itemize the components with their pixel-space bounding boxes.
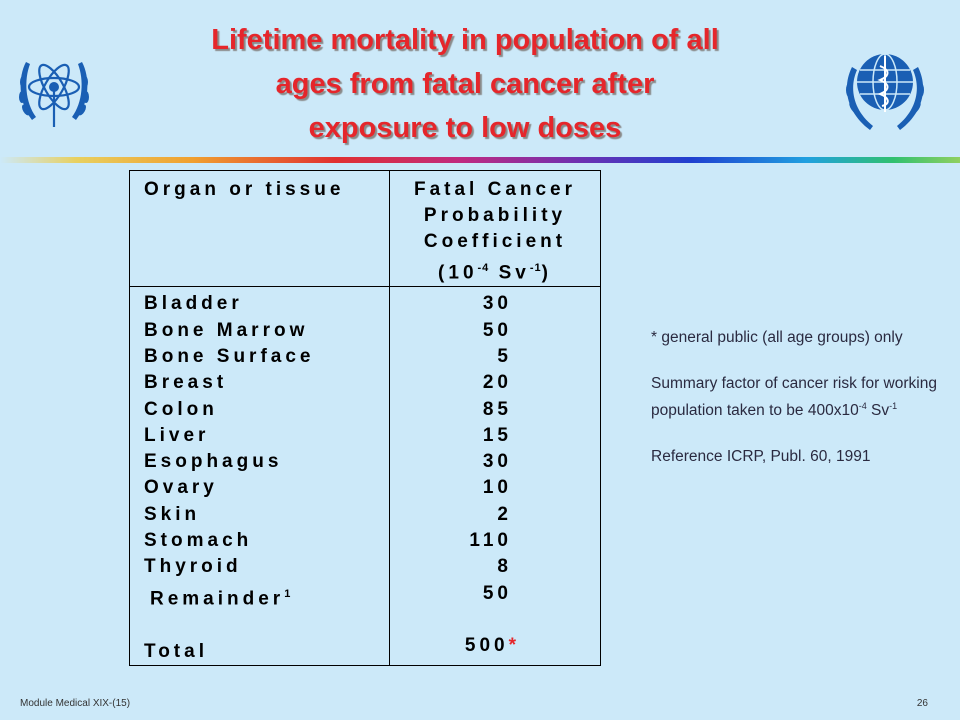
- note-general-public: * general public (all age groups) only: [651, 329, 903, 346]
- mortality-table: Organ or tissue Fatal Cancer Probability…: [129, 170, 601, 666]
- note-exp-2: -1: [889, 401, 898, 411]
- title-line-1: Lifetime mortality in population of all: [211, 24, 719, 56]
- unit-exp-1: -4: [477, 262, 490, 274]
- row-spacer: [390, 607, 600, 633]
- footer-page-number: 26: [916, 698, 928, 709]
- coefficient-value: 8: [497, 556, 512, 578]
- organ-name: Bladder: [144, 293, 243, 315]
- slide-title: Lifetime mortality in population of all …: [150, 18, 780, 150]
- organ-name: Colon: [144, 398, 218, 420]
- footer-module-label: Module Medical XIX-(15): [20, 698, 131, 709]
- coefficient-value: 10: [482, 477, 512, 499]
- total-label: Total: [144, 640, 208, 662]
- organ-name: Breast: [144, 372, 228, 394]
- value-column: 30 50 5 20 85 15 30 10 2 110 8 50 500*: [390, 287, 601, 665]
- unit-mid: Sv: [489, 262, 530, 284]
- organ-name: Thyroid: [144, 556, 242, 578]
- organ-name: Esophagus: [144, 451, 283, 473]
- header-organ-cell: Organ or tissue: [129, 170, 390, 288]
- organ-name: Stomach: [144, 530, 253, 551]
- side-notes: * general public (all age groups) only S…: [651, 327, 951, 492]
- unit-open: (10: [438, 262, 478, 284]
- header-coefficient-line-2: Probability: [423, 205, 567, 226]
- organ-name: Skin: [144, 503, 201, 525]
- unit-close: ): [541, 262, 552, 284]
- coefficient-value: 50: [482, 319, 512, 341]
- coefficient-value: 15: [482, 424, 512, 446]
- coefficient-value: 85: [482, 398, 512, 420]
- title-line-2: ages from fatal cancer after: [275, 68, 655, 100]
- organ-column: Bladder Bone Marrow Bone Surface Breast …: [129, 286, 390, 666]
- total-number: 500: [464, 635, 509, 657]
- coefficient-value: 110: [469, 530, 512, 551]
- organ-name: Bone Marrow: [144, 319, 309, 341]
- table-header-row: Organ or tissue Fatal Cancer Probability…: [129, 170, 601, 288]
- header-coefficient-line-1: Fatal Cancer: [413, 179, 577, 200]
- total-value: 500*: [390, 633, 600, 659]
- iaea-emblem-icon: [19, 62, 89, 127]
- remainder-text: Remainder: [150, 587, 285, 609]
- who-emblem-icon: [846, 53, 924, 130]
- organ-name: Bone Surface: [144, 345, 315, 367]
- remainder-value: 50: [482, 582, 512, 604]
- unit-exp-2: -1: [529, 262, 542, 274]
- title-line-3: exposure to low doses: [308, 112, 622, 144]
- organ-name: Ovary: [144, 477, 218, 499]
- header-coefficient-line-3: Coefficient: [423, 231, 567, 252]
- coefficient-value: 20: [482, 372, 512, 394]
- total-asterisk: *: [508, 635, 520, 657]
- coefficient-value: 30: [482, 293, 512, 315]
- coefficient-value: 2: [497, 503, 512, 525]
- remainder-label: Remainder1: [144, 581, 389, 613]
- note-exp-1: -4: [858, 401, 867, 411]
- table-body-row: Bladder Bone Marrow Bone Surface Breast …: [129, 286, 601, 666]
- header-organ-label: Organ or tissue: [144, 179, 345, 200]
- row-spacer: [144, 612, 389, 638]
- note-summary-text: Summary factor of cancer risk for workin…: [651, 375, 937, 420]
- note-unit: Sv: [866, 402, 890, 420]
- note-reference: Reference ICRP, Publ. 60, 1991: [651, 448, 871, 466]
- header-coefficient-cell: Fatal Cancer Probability Coefficient (10…: [389, 170, 601, 288]
- note-summary-factor: Summary factor of cancer risk for workin…: [651, 373, 951, 422]
- coefficient-value: 5: [497, 345, 512, 367]
- organ-name: Liver: [144, 424, 210, 446]
- coefficient-value: 30: [482, 451, 512, 473]
- remainder-footnote-mark: 1: [284, 587, 292, 600]
- rainbow-divider: [0, 157, 960, 163]
- header-unit: (10-4 Sv-1): [390, 255, 600, 286]
